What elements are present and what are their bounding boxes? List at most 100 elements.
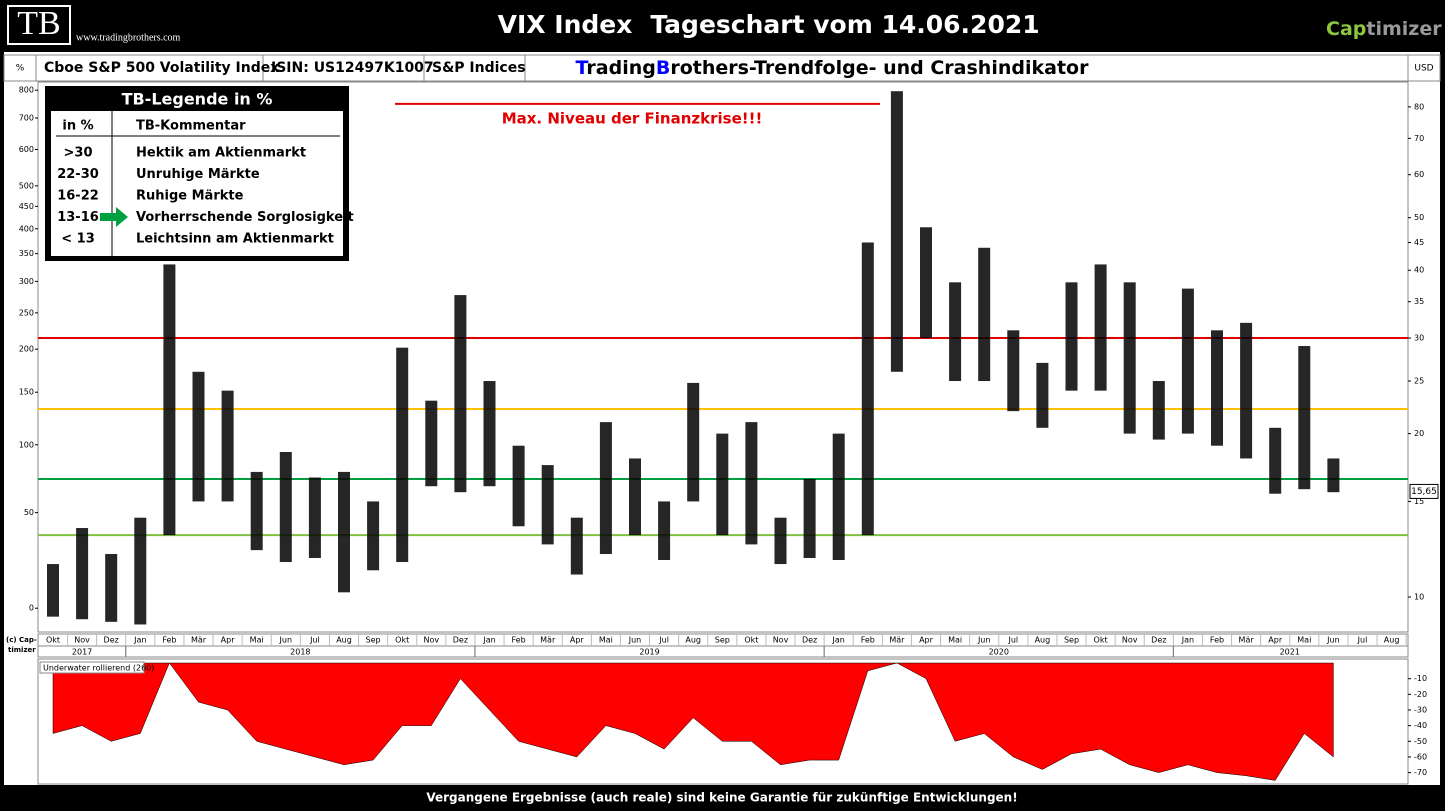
y-tick-label: 50 <box>24 508 34 517</box>
title: VIX Index <box>498 10 633 39</box>
legend-header: in % <box>62 119 93 134</box>
range-bar <box>920 227 932 339</box>
y2-tick-label: 20 <box>1414 429 1424 438</box>
range-bar <box>1240 322 1253 459</box>
range-bar <box>134 517 147 625</box>
isin: ISIN: US12497K1007 <box>271 60 434 76</box>
y2-tick-label: 25 <box>1414 377 1424 386</box>
annotation: Max. Niveau der Finanzkrise!!! <box>502 109 763 127</box>
legend-title: TB-Legende in % <box>122 90 273 109</box>
range-bar <box>308 477 321 558</box>
y2-tick-label: 70 <box>1414 134 1424 143</box>
arrow <box>100 207 128 227</box>
range-bar <box>192 371 205 502</box>
x-tick-label: Feb <box>512 636 526 645</box>
x-tick-label: Mär <box>191 636 207 645</box>
y2-tick-label: 30 <box>1414 334 1424 343</box>
x-tick-label: Nov <box>423 636 439 645</box>
legend-comment: Hektik am Aktienmarkt <box>136 146 306 161</box>
range-bar <box>774 517 787 565</box>
sub-y-tick-label: -40 <box>1414 721 1427 730</box>
x-tick-label: Jun <box>977 636 991 645</box>
sub-y-tick-label: -70 <box>1414 768 1427 777</box>
range-bar <box>599 422 612 555</box>
y-tick-label: 350 <box>19 249 34 258</box>
index-name: Cboe S&P 500 Volatility Index <box>44 60 279 76</box>
underwater-area <box>52 662 1334 781</box>
last-value: 15,65 <box>1411 487 1437 497</box>
x-tick-label: Mär <box>540 636 556 645</box>
x-tick-label: Mär <box>1239 636 1255 645</box>
y2-tick-label: 35 <box>1414 297 1424 306</box>
x-tick-label: Nov <box>1122 636 1138 645</box>
info-bar <box>3 54 1441 82</box>
x-tick-label: Apr <box>221 636 236 645</box>
x-tick-label: Okt <box>46 636 60 645</box>
x-tick-label: Jan <box>482 636 495 645</box>
last-value-box <box>1409 483 1439 499</box>
x-tick-label: Sep <box>715 636 730 645</box>
range-bar <box>76 528 89 620</box>
title-part: rading <box>586 57 655 79</box>
range-bar <box>949 282 962 382</box>
sub-y-tick-label: -30 <box>1414 705 1427 714</box>
legend-header: TB-Kommentar <box>136 119 246 134</box>
y2-tick-label: 45 <box>1414 238 1424 247</box>
legend-comment: Vorherrschende Sorglosigkeit <box>136 210 354 225</box>
x-tick-label: Sep <box>366 636 381 645</box>
range-bar <box>1211 330 1223 446</box>
x-tick-label: Jul <box>1357 636 1368 645</box>
copyright: (c) Cap- <box>6 636 37 644</box>
plot-frame <box>37 81 1409 633</box>
brand: Captimizer <box>1326 18 1442 40</box>
x-tick-label: Mai <box>1297 636 1311 645</box>
range-bar <box>1065 282 1078 391</box>
x-tick-label: Jan <box>1181 636 1194 645</box>
range-bar <box>47 564 59 617</box>
range-bar <box>338 471 350 593</box>
y-tick-label: 150 <box>19 388 34 397</box>
range-bar <box>832 433 845 560</box>
x-tick-label: Okt <box>1094 636 1108 645</box>
y-tick-label: 450 <box>19 202 34 211</box>
info-separators <box>35 55 1409 81</box>
x-tick-label: Jun <box>628 636 642 645</box>
range-bar <box>512 445 525 527</box>
x-tick-label: Apr <box>1268 636 1283 645</box>
x-tick-label: Apr <box>919 636 934 645</box>
x-tick-label: Aug <box>1384 636 1400 645</box>
range-bar <box>425 400 438 487</box>
x-tick-label: Apr <box>570 636 585 645</box>
x-tick-label: Aug <box>336 636 352 645</box>
legend-box: TB-Legende in % in % TB-Kommentar >30 Hek… <box>45 86 354 261</box>
brand-part: Cap <box>1326 18 1366 40</box>
x-tick-label: Jul <box>658 636 669 645</box>
sub-y-tick-label: -20 <box>1414 690 1427 699</box>
range-bar <box>861 242 874 536</box>
legend-range: < 13 <box>61 232 95 247</box>
year-label: 2018 <box>290 648 310 657</box>
range-bar <box>1269 427 1282 494</box>
sub-y-tick-label: -50 <box>1414 737 1427 746</box>
range-bar <box>279 451 292 563</box>
range-bar <box>105 554 118 622</box>
range-bar <box>803 478 816 558</box>
range-bar <box>1152 381 1165 440</box>
x-tick-label: Feb <box>1210 636 1224 645</box>
x-tick-label: Jan <box>133 636 146 645</box>
x-tick-label: Jul <box>1007 636 1018 645</box>
legend-range: 16-22 <box>57 189 99 204</box>
range-bar <box>367 501 380 571</box>
range-bar <box>687 382 700 502</box>
range-bar <box>1123 282 1136 434</box>
x-tick-label: Dez <box>802 636 817 645</box>
range-bar <box>221 390 234 502</box>
range-bar <box>1181 288 1194 434</box>
title-part: rothers-Trendfolge- und Crashindikator <box>670 57 1089 79</box>
plot: 0 50 100 150 200 250 300 350 400 450 500 600 700 800 1… <box>19 81 1439 785</box>
range-bar <box>541 465 554 545</box>
range-bar <box>1298 346 1311 490</box>
range-bar <box>570 517 583 575</box>
x-tick-label: Jul <box>309 636 320 645</box>
